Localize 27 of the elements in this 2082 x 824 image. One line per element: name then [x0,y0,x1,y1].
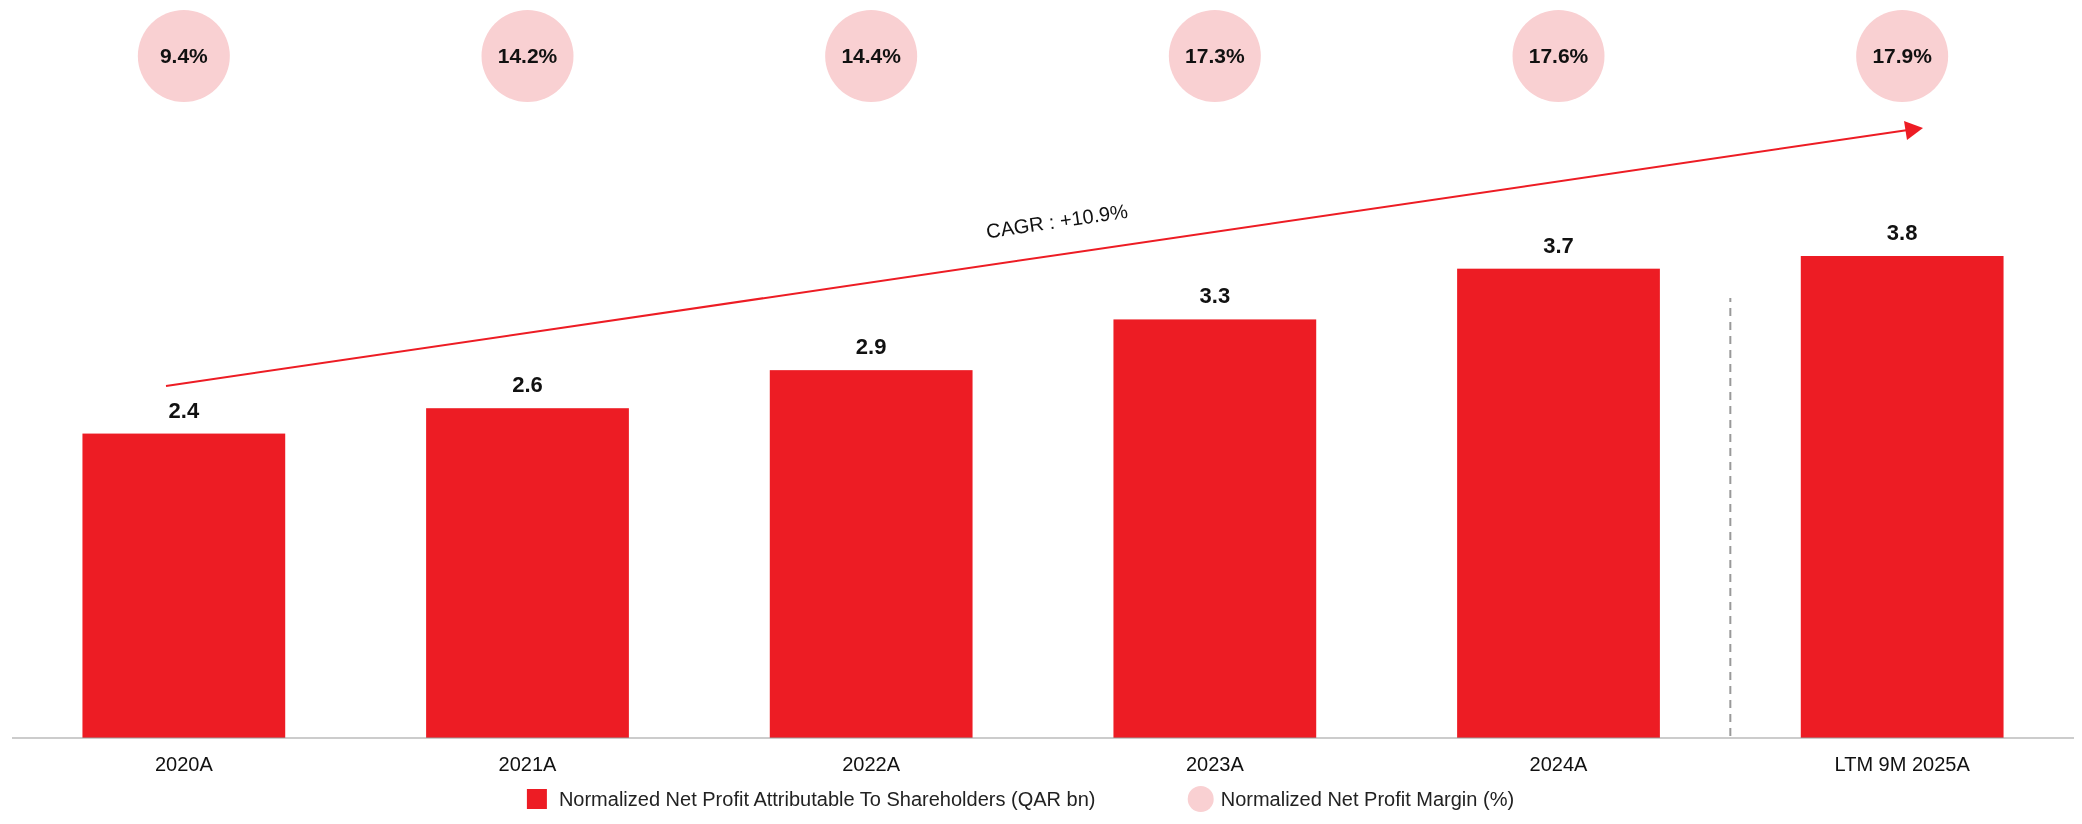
x-tick-label: 2020A [154,753,214,775]
text: 17.6% [1528,44,1589,67]
data-label: 3.3 [1199,283,1231,309]
x-tick-label: 2022A [842,753,901,775]
text: Normalized Net Profit Margin (%) [1220,788,1515,810]
x-tick-label: 2021A [498,753,558,775]
text: 14.2% [497,44,558,67]
data-label: 2.4 [168,397,200,423]
bar [1800,256,2004,738]
text: 14.4% [841,44,902,67]
data-label: 3.7 [1543,232,1574,258]
x-tick-label: 2024A [1529,753,1589,775]
x-tick-label: LTM 9M 2025A [1834,753,1971,775]
text: 17.9% [1872,44,1933,67]
bar [1113,319,1317,738]
text: 17.3% [1185,44,1245,67]
x-tick-label: 2023A [1185,753,1245,775]
text: 9.4% [159,44,209,67]
bar [426,408,629,738]
bar [1457,268,1660,738]
legend-label: Normalized Net Profit Attributable To Shareholders (QAR bn) [558,788,1096,810]
data-label: 3.8 [1886,220,1918,245]
bar [769,370,973,738]
bar [82,433,286,738]
text: CAGR : +10.9% [984,199,1130,243]
data-label: 2.6 [512,372,543,398]
data-label: 2.9 [855,334,887,360]
